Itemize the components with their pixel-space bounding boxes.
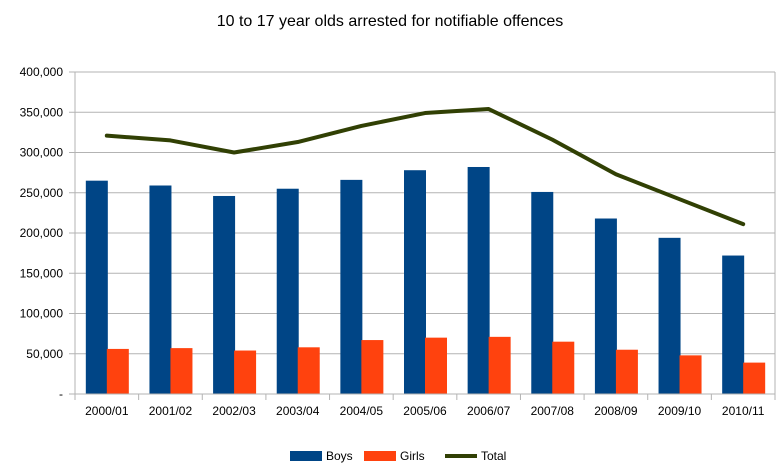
line-layer (104, 107, 746, 227)
legend-label-total: Total (481, 449, 506, 463)
bar-boys (404, 170, 426, 394)
x-tick-label: 2003/04 (276, 404, 320, 418)
chart-title: 10 to 17 year olds arrested for notifiab… (217, 13, 564, 30)
legend-swatch-girls (364, 451, 396, 461)
bar-boys (149, 185, 172, 394)
y-tick-label: 350,000 (20, 105, 64, 119)
bar-boys (722, 255, 745, 394)
x-tick-label: 2008/09 (594, 404, 638, 418)
y-tick-label: 100,000 (20, 307, 64, 321)
x-tick-label: 2002/03 (212, 404, 256, 418)
x-tick-label: 2001/02 (149, 404, 193, 418)
legend-swatch-boys (290, 451, 322, 461)
bar-girls (106, 348, 129, 394)
bar-boys (340, 179, 363, 394)
bar-boys (276, 188, 299, 394)
bar-girls (679, 355, 702, 394)
bar-boys (594, 218, 617, 394)
legend-label-girls: Girls (400, 449, 425, 463)
bar-boys (658, 237, 681, 394)
bar-girls (552, 341, 575, 394)
bar-girls (361, 340, 384, 394)
bar-girls (743, 362, 766, 394)
bar-girls (234, 350, 257, 394)
y-tick-label: - (59, 387, 63, 401)
bar-girls (425, 337, 447, 394)
bar-girls (170, 348, 193, 394)
legend-label-boys: Boys (326, 449, 353, 463)
y-tick-label: 250,000 (20, 186, 64, 200)
x-tick-label: 2010/11 (722, 404, 765, 418)
y-tick-label: 50,000 (26, 347, 63, 361)
x-tick-label: 2007/08 (531, 404, 575, 418)
bar-boys (213, 195, 236, 394)
bar-boys (467, 166, 490, 394)
y-tick-label: 150,000 (20, 266, 64, 280)
bar-girls (297, 347, 320, 394)
axis-layer: - 50,000 100,000 150,000 200,000 250,000 300,0… (20, 65, 776, 418)
bar-girls (488, 336, 511, 394)
bar-boys (531, 191, 554, 394)
line-total (104, 107, 746, 227)
bar-girls (615, 349, 638, 394)
legend: Boys Girls Total (290, 449, 506, 463)
bars-layer (85, 166, 766, 394)
bar-boys (85, 180, 108, 394)
y-tick-label: 300,000 (20, 146, 64, 160)
x-tick-label: 2009/10 (658, 404, 702, 418)
x-tick-label: 2006/07 (467, 404, 511, 418)
x-tick-label: 2005/06 (403, 404, 447, 418)
x-tick-label: 2004/05 (340, 404, 384, 418)
y-tick-label: 200,000 (20, 226, 64, 240)
y-tick-label: 400,000 (20, 65, 64, 79)
x-tick-label: 2000/01 (85, 404, 129, 418)
